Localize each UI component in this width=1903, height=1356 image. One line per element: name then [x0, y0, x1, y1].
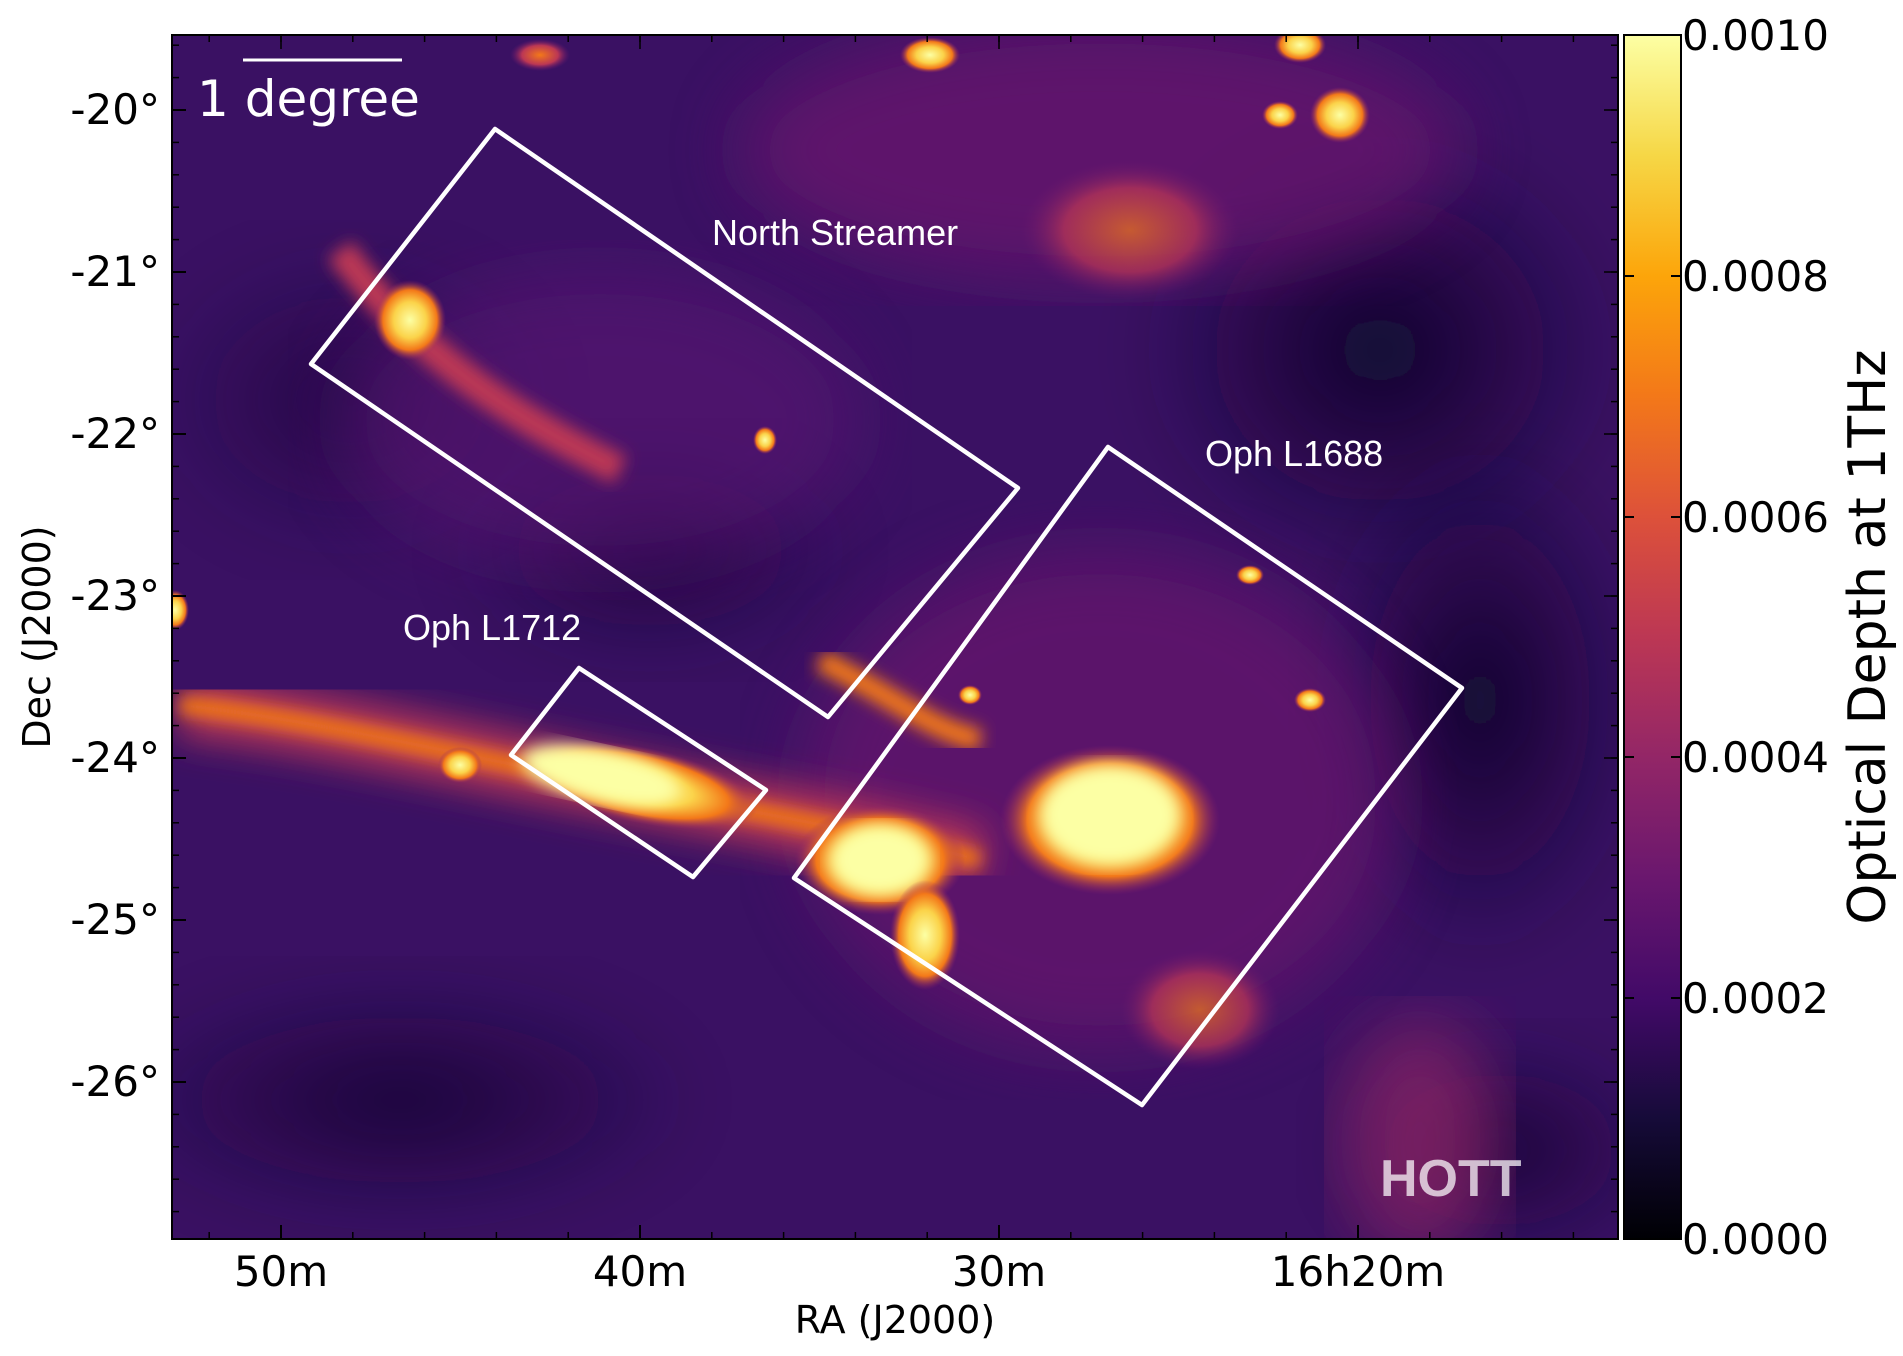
hott-watermark: HOTT	[1380, 1150, 1522, 1208]
y-tick-label: -26°	[70, 1057, 160, 1106]
x-tick-label: 30m	[952, 1247, 1046, 1296]
colorbar-tick-label: 0.0004	[1682, 733, 1829, 782]
y-axis-title: Dec (J2000)	[15, 525, 59, 748]
y-tick-label: -23°	[70, 571, 160, 620]
map-frame	[171, 34, 1619, 1240]
colorbar	[1624, 35, 1681, 1239]
colorbar-title: Optical Depth at 1THz	[1838, 349, 1898, 924]
colorbar-tick-label: 0.0000	[1682, 1215, 1829, 1264]
scale-bar-label: 1 degree	[197, 70, 420, 128]
region-label-oph-l1712: Oph L1712	[403, 607, 581, 648]
x-tick-label: 40m	[593, 1247, 687, 1296]
x-tick-label: 50m	[234, 1247, 328, 1296]
colorbar-tick-label: 0.0008	[1682, 252, 1829, 301]
y-tick-label: -25°	[70, 895, 160, 944]
region-label-north-streamer: North Streamer	[712, 212, 958, 253]
x-axis: 50m 40m 30m 16h20m	[234, 1225, 1445, 1296]
colorbar-tick-label: 0.0002	[1682, 974, 1829, 1023]
oph-l1712-box	[508, 665, 769, 880]
x-axis-title: RA (J2000)	[795, 1298, 996, 1342]
y-tick-label: -24°	[70, 733, 160, 782]
colorbar-frame	[1623, 34, 1682, 1240]
y-tick-label: -21°	[70, 247, 160, 296]
colorbar-tick-label: 0.0006	[1682, 493, 1829, 542]
colorbar-ticks: 0.0010 0.0008 0.0006 0.0004 0.0002 0.000…	[1624, 11, 1829, 1264]
x-tick-label: 16h20m	[1271, 1247, 1445, 1296]
y-tick-label: -20°	[70, 85, 160, 134]
oph-l1688-box	[791, 444, 1465, 1108]
colorbar-tick-label: 0.0010	[1682, 11, 1829, 60]
y-axis: -20° -21° -22° -23° -24° -25° -26°	[70, 85, 186, 1106]
region-label-oph-l1688: Oph L1688	[1205, 433, 1383, 474]
optical-depth-map	[172, 35, 1618, 1239]
north-streamer-box	[308, 126, 1021, 720]
y-tick-label: -22°	[70, 409, 160, 458]
